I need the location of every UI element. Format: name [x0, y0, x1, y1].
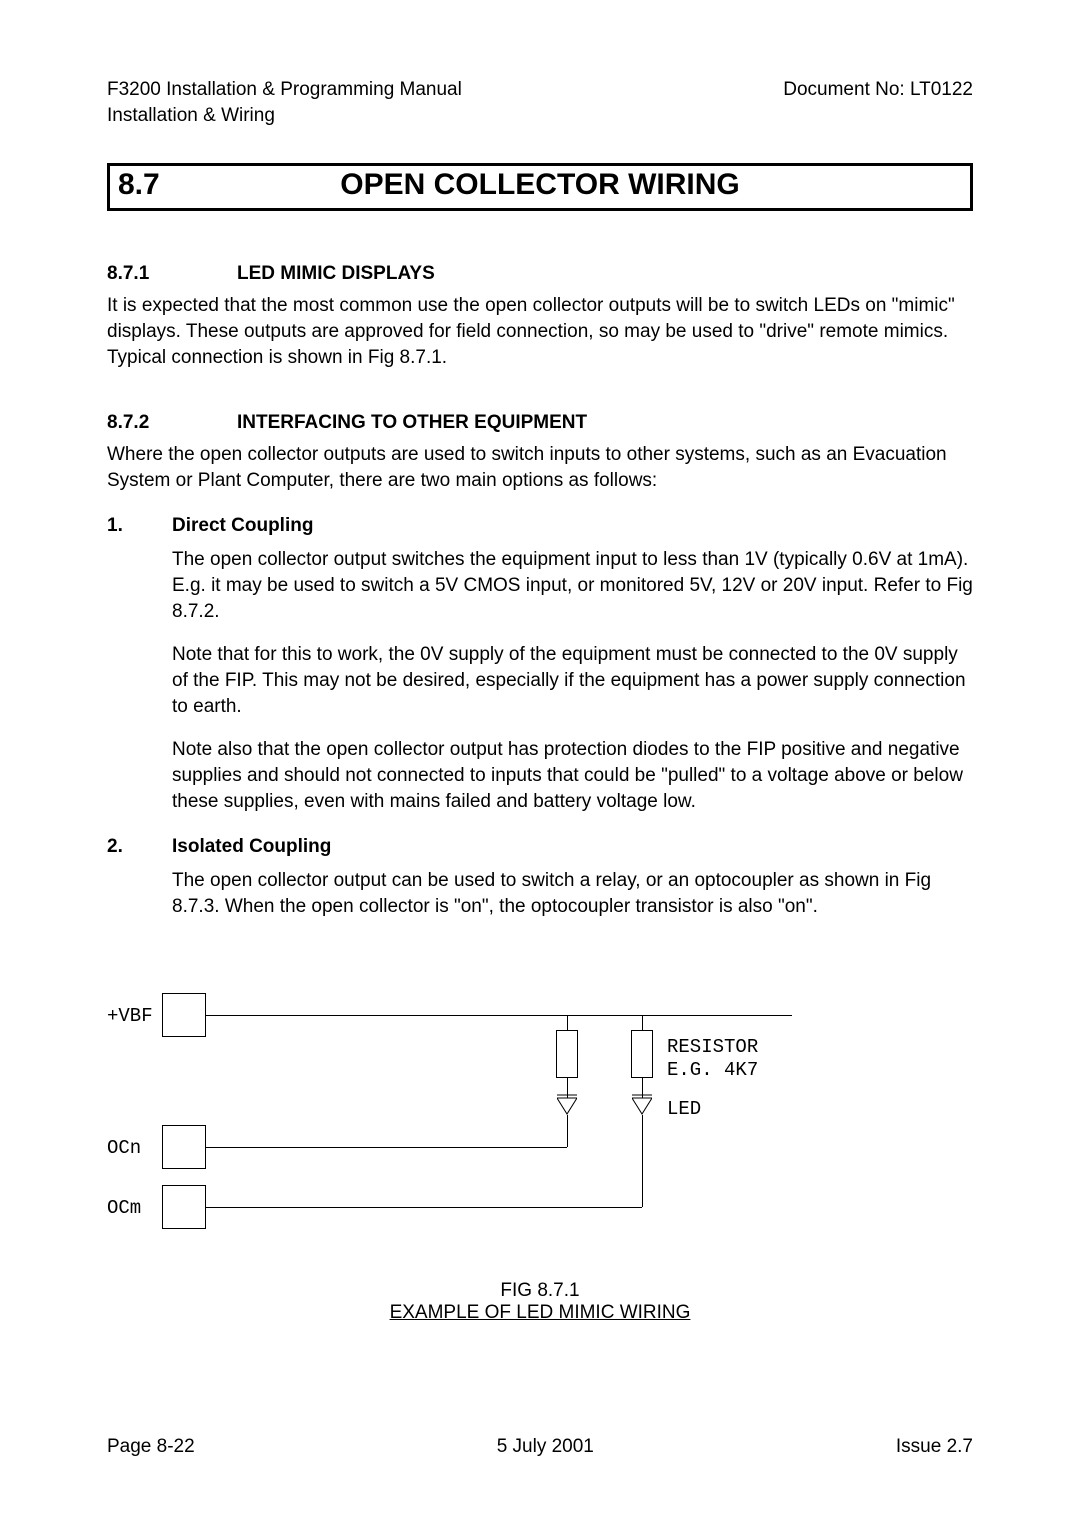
figure-caption-line1: FIG 8.7.1	[107, 1280, 973, 1302]
footer-right: Issue 2.7	[896, 1436, 973, 1458]
list-item-1-body: The open collector output switches the e…	[172, 547, 973, 814]
page-footer: Page 8-22 5 July 2001 Issue 2.7	[107, 1436, 973, 1458]
resistor-label: RESISTOR E.G. 4K7	[667, 1036, 758, 1084]
resistor-icon	[556, 1030, 578, 1078]
list-title: Direct Coupling	[172, 515, 313, 537]
wire	[567, 1015, 568, 1030]
body-para: Note that for this to work, the 0V suppl…	[172, 642, 973, 719]
wire	[206, 1147, 567, 1148]
subsection-number: 8.7.2	[107, 412, 237, 434]
header-left-line1: F3200 Installation & Programming Manual	[107, 77, 462, 103]
terminal-box-icon	[162, 1185, 206, 1229]
led-label: LED	[667, 1098, 701, 1122]
body-para: The open collector output switches the e…	[172, 547, 973, 624]
list-number: 2.	[107, 836, 172, 858]
led-icon	[632, 1094, 652, 1116]
resistor-label-line2: E.G. 4K7	[667, 1059, 758, 1083]
page-header: F3200 Installation & Programming Manual …	[107, 77, 973, 128]
footer-center: 5 July 2001	[497, 1436, 594, 1458]
subsection-8-7-1: 8.7.1 LED MIMIC DISPLAYS It is expected …	[107, 263, 973, 370]
terminal-label-ocm: OCm	[107, 1197, 141, 1219]
resistor-label-line1: RESISTOR	[667, 1036, 758, 1060]
header-left-line2: Installation & Wiring	[107, 103, 462, 129]
figure-caption-line2: EXAMPLE OF LED MIMIC WIRING	[107, 1302, 973, 1324]
list-item-2-heading: 2. Isolated Coupling	[107, 836, 973, 858]
wire	[567, 1115, 568, 1147]
wire	[206, 1015, 792, 1016]
subsection-number: 8.7.1	[107, 263, 237, 285]
list-number: 1.	[107, 515, 172, 537]
wire	[206, 1207, 642, 1208]
terminal-label-vbf: +VBF	[107, 1005, 153, 1027]
subsection-para: It is expected that the most common use …	[107, 293, 973, 370]
section-heading-box: 8.7 OPEN COLLECTOR WIRING	[107, 163, 973, 211]
terminal-label-ocn: OCn	[107, 1137, 141, 1159]
figure-caption: FIG 8.7.1 EXAMPLE OF LED MIMIC WIRING	[107, 1280, 973, 1324]
section-title: OPEN COLLECTOR WIRING	[118, 168, 962, 202]
header-right: Document No: LT0122	[783, 77, 973, 128]
led-icon	[557, 1094, 577, 1116]
subsection-8-7-2: 8.7.2 INTERFACING TO OTHER EQUIPMENT Whe…	[107, 412, 973, 493]
figure-8-7-1: +VBF OCn OCm RESISTOR E.G. 4K7 L	[107, 990, 973, 1270]
terminal-box-icon	[162, 1125, 206, 1169]
wire	[642, 1115, 643, 1207]
body-para: Note also that the open collector output…	[172, 737, 973, 814]
body-para: The open collector output can be used to…	[172, 868, 973, 919]
subsection-title: LED MIMIC DISPLAYS	[237, 263, 435, 285]
terminal-box-icon	[162, 993, 206, 1037]
subsection-para: Where the open collector outputs are use…	[107, 442, 973, 493]
list-item-2-body: The open collector output can be used to…	[172, 868, 973, 919]
list-item-1-heading: 1. Direct Coupling	[107, 515, 973, 537]
list-title: Isolated Coupling	[172, 836, 331, 858]
wire	[642, 1015, 643, 1030]
subsection-title: INTERFACING TO OTHER EQUIPMENT	[237, 412, 587, 434]
resistor-icon	[631, 1030, 653, 1078]
footer-left: Page 8-22	[107, 1436, 195, 1458]
